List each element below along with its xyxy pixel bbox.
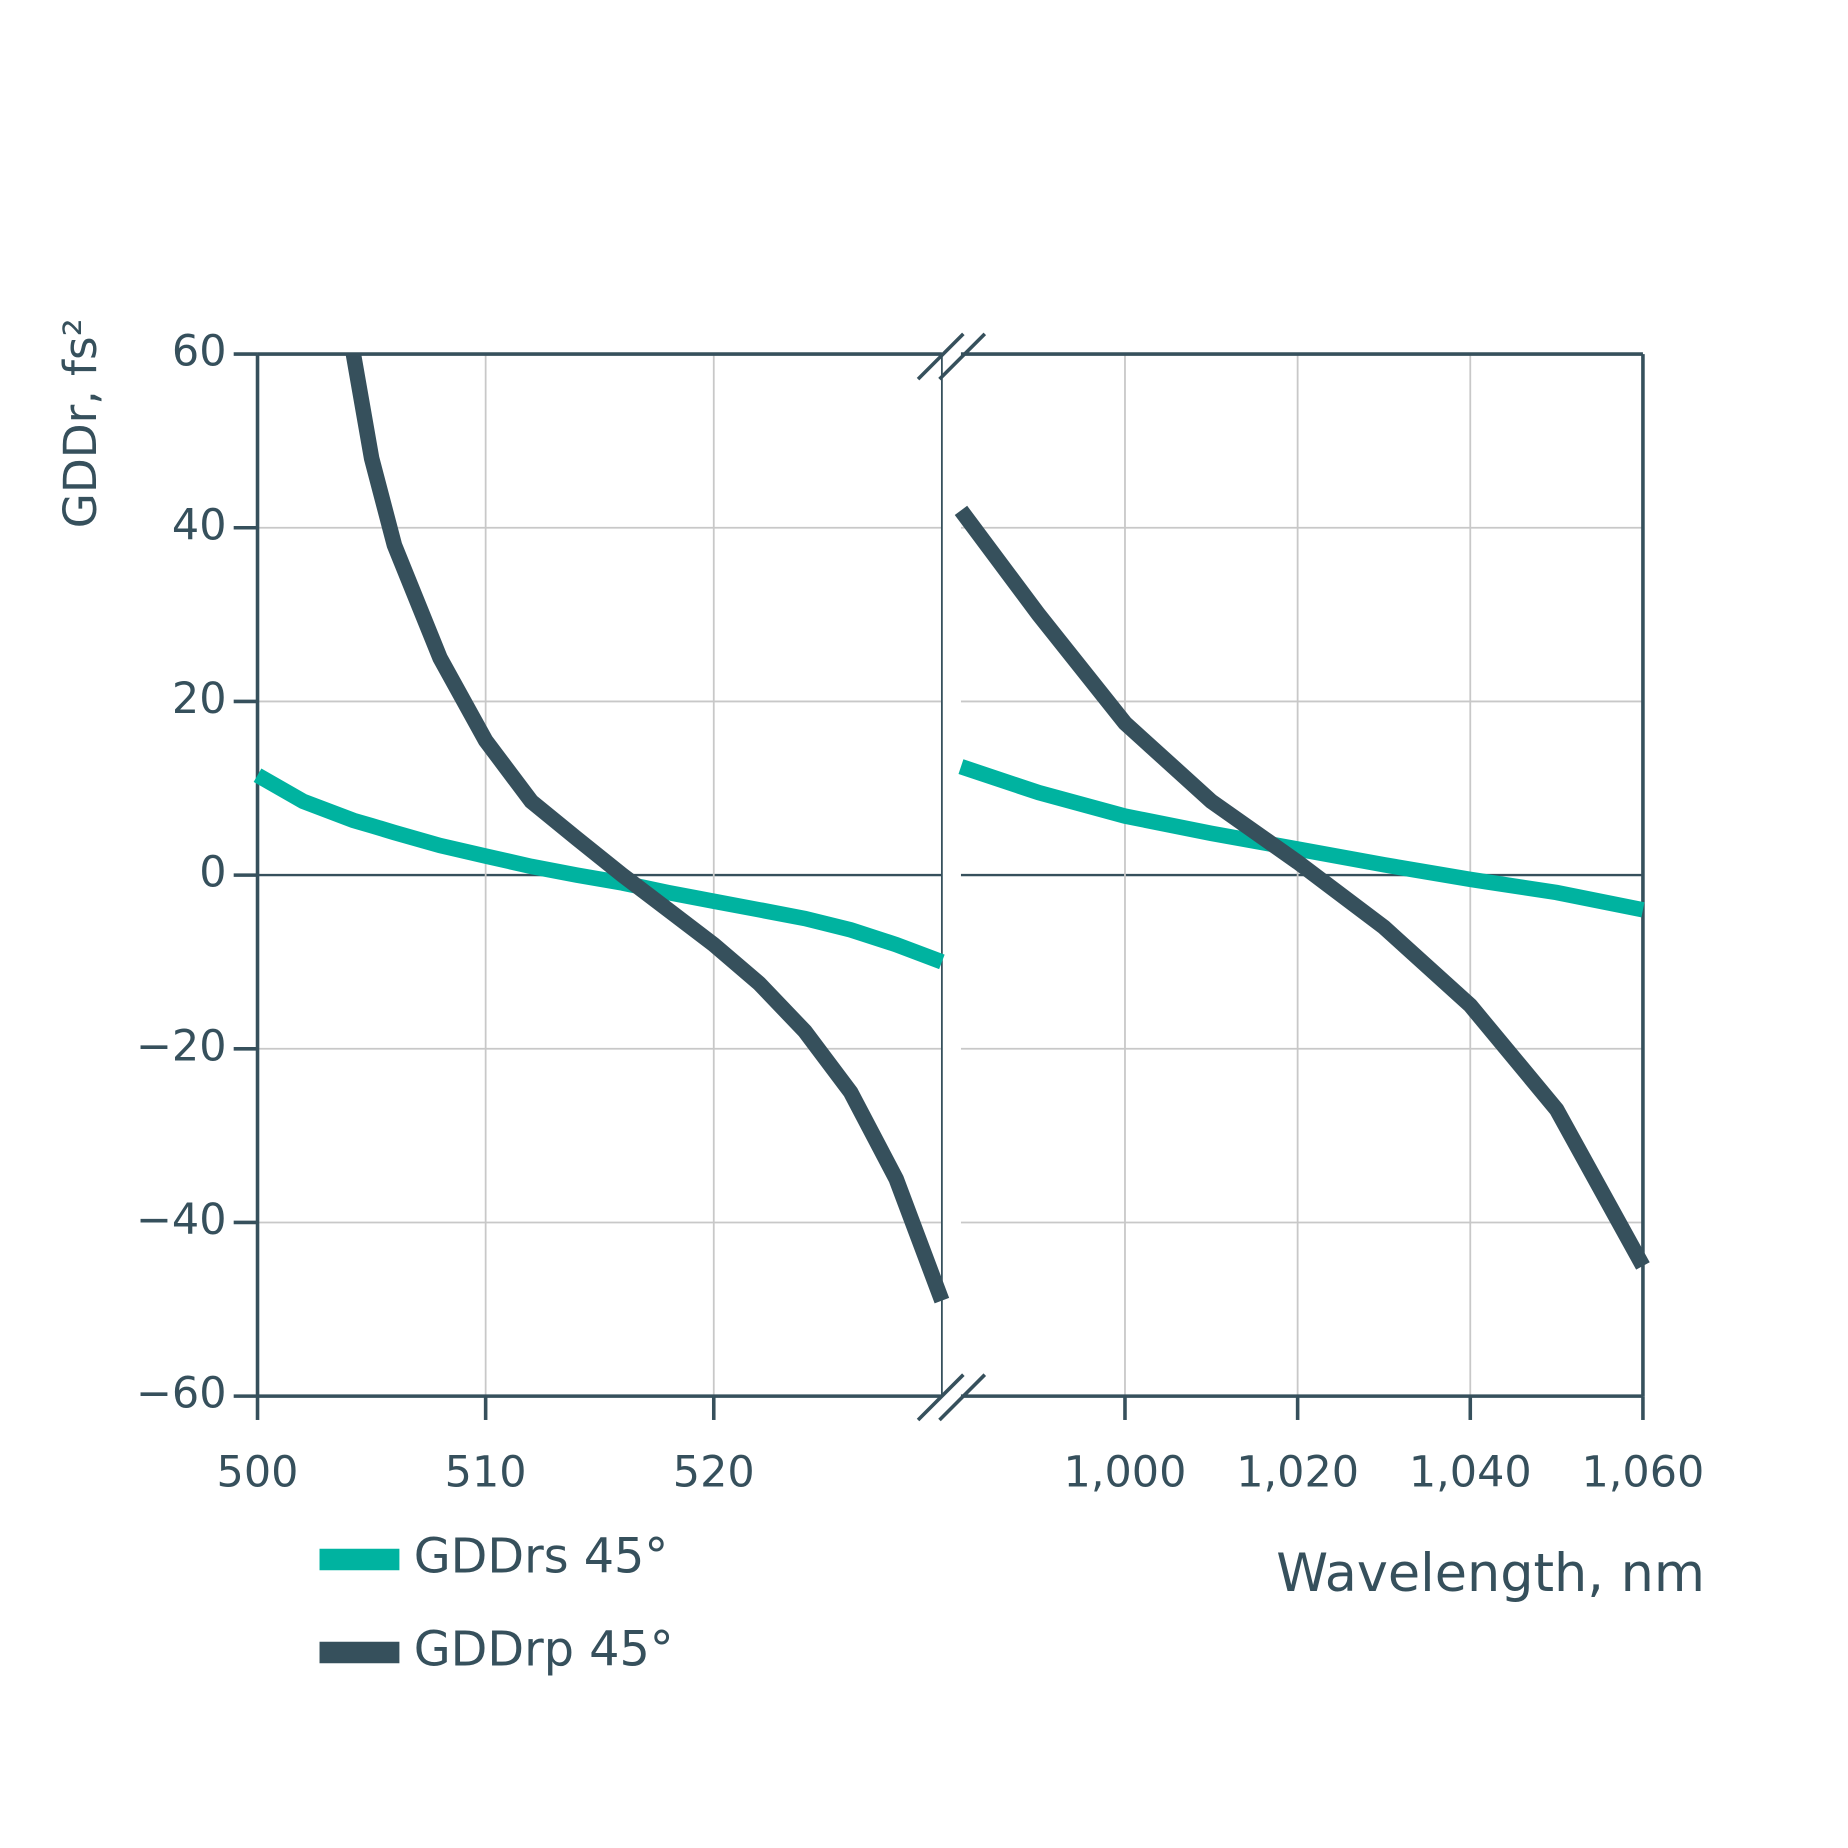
series-line bbox=[958, 759, 1645, 918]
x-tick-label: 1,040 bbox=[1409, 1447, 1532, 1497]
series-line bbox=[345, 352, 950, 1304]
series-line bbox=[253, 768, 945, 970]
legend-label: GDDrs 45° bbox=[414, 1529, 669, 1584]
break-mark bbox=[938, 1373, 987, 1422]
x-tick-label: 1,060 bbox=[1582, 1447, 1705, 1497]
y-axis-title: GDDr, fs² bbox=[54, 318, 107, 528]
x-axis-title: Wavelength, nm bbox=[1276, 1543, 1705, 1604]
y-tick-label: −20 bbox=[136, 1021, 227, 1071]
y-tick-label: −40 bbox=[136, 1195, 227, 1245]
y-tick-label: 60 bbox=[172, 327, 227, 377]
plot: −60 −40 −20 0 20 40 60 500 510 520 1,000 1,020 1,040… bbox=[136, 327, 1704, 1498]
y-tick-label: 20 bbox=[172, 674, 227, 724]
y-tick-label: 0 bbox=[199, 848, 226, 898]
x-tick-label: 500 bbox=[217, 1447, 299, 1497]
break-mark bbox=[916, 1373, 965, 1422]
y-tick-label: −60 bbox=[136, 1369, 227, 1419]
break-mark bbox=[916, 332, 965, 381]
axis-break bbox=[916, 332, 987, 1422]
x-tick-label: 1,000 bbox=[1064, 1447, 1187, 1497]
x-tick-label: 510 bbox=[445, 1447, 527, 1497]
series-line bbox=[954, 505, 1650, 1270]
legend-label: GDDrp 45° bbox=[414, 1622, 674, 1677]
x-tick-label: 520 bbox=[673, 1447, 755, 1497]
break-mark bbox=[938, 332, 987, 381]
x-tick-label: 1,020 bbox=[1236, 1447, 1359, 1497]
y-tick-label: 40 bbox=[172, 500, 227, 550]
